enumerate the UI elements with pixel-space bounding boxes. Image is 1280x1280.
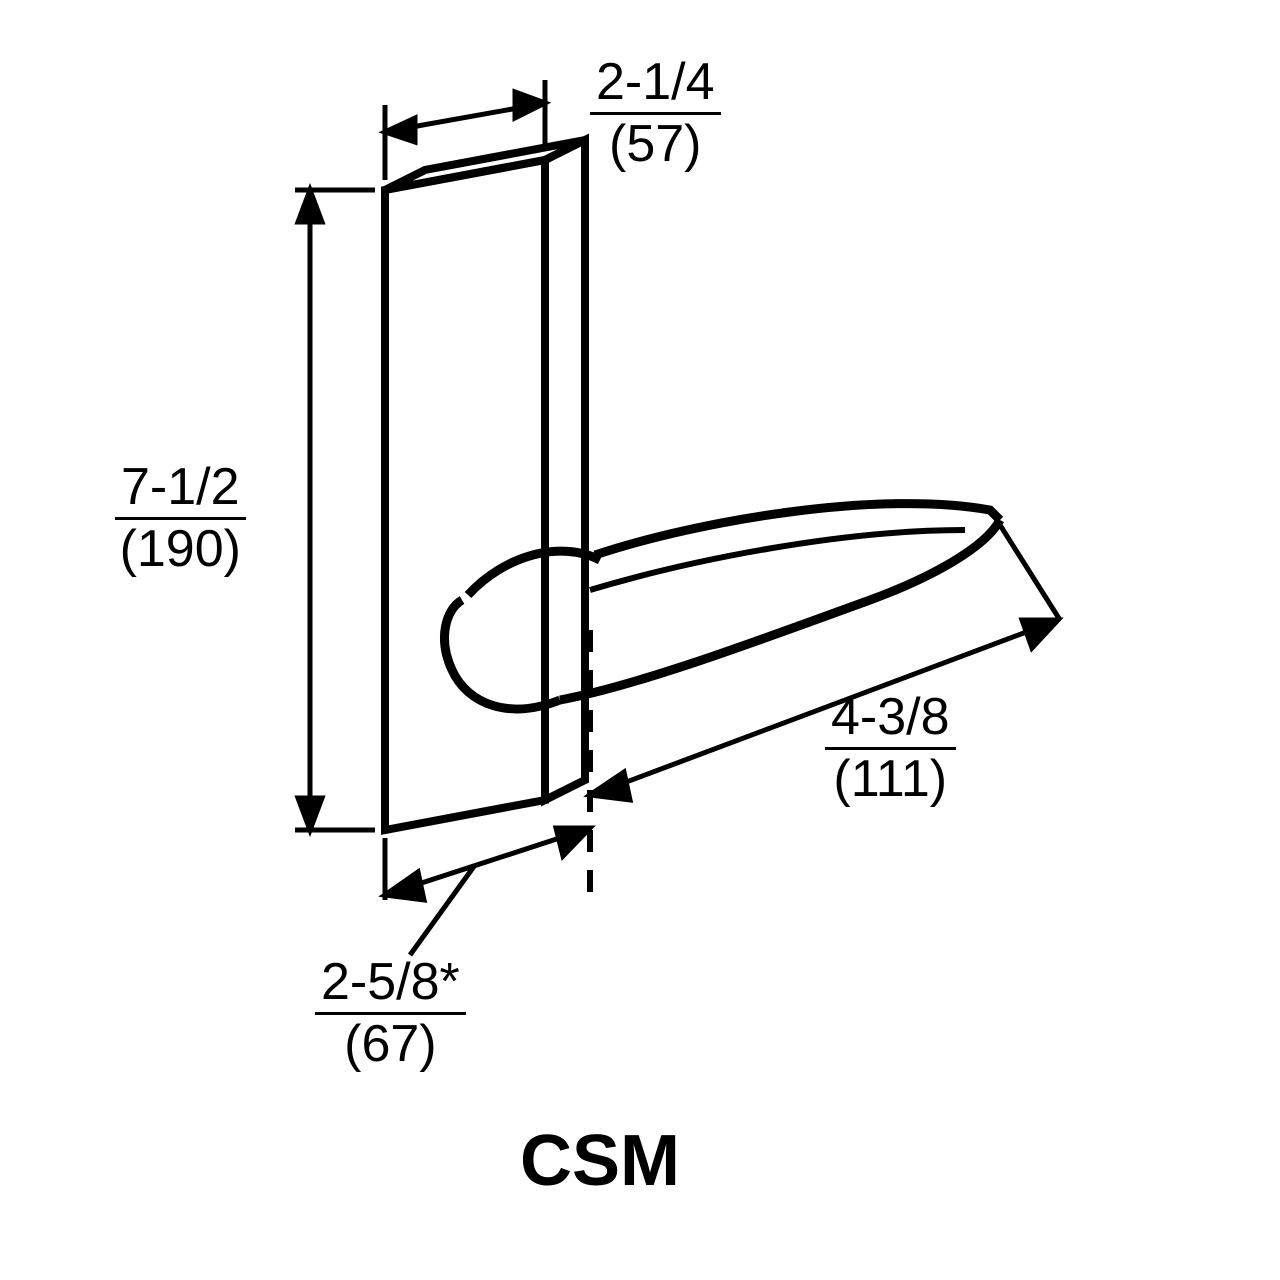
dim-backset-lines <box>385 828 590 955</box>
model-label: CSM <box>520 1120 680 1202</box>
lever-neck <box>468 551 600 595</box>
plate-front <box>385 160 545 830</box>
dim-height-label: 7-1/2 (190) <box>115 460 246 576</box>
dim-lever-label: 4-3/8 (111) <box>825 690 956 806</box>
diagram-stage: 2-1/4 (57) 7-1/2 (190) 4-3/8 (111) 2-5/8… <box>0 0 1280 1280</box>
dim-height-lines <box>295 190 375 830</box>
dim-lever-metric: (111) <box>825 750 956 807</box>
dim-width-label: 2-1/4 (57) <box>590 55 721 171</box>
dim-lever-imperial: 4-3/8 <box>825 690 956 750</box>
dim-backset-imperial: 2-5/8* <box>315 955 466 1015</box>
plate-top <box>385 140 585 190</box>
dim-width-imperial: 2-1/4 <box>590 55 721 115</box>
dim-height-imperial: 7-1/2 <box>115 460 246 520</box>
drawing-svg <box>0 0 1280 1280</box>
dim-height-metric: (190) <box>115 520 246 577</box>
dim-width-metric: (57) <box>590 115 721 172</box>
dim-backset-label: 2-5/8* (67) <box>315 955 466 1071</box>
dim-backset-metric: (67) <box>315 1015 466 1072</box>
